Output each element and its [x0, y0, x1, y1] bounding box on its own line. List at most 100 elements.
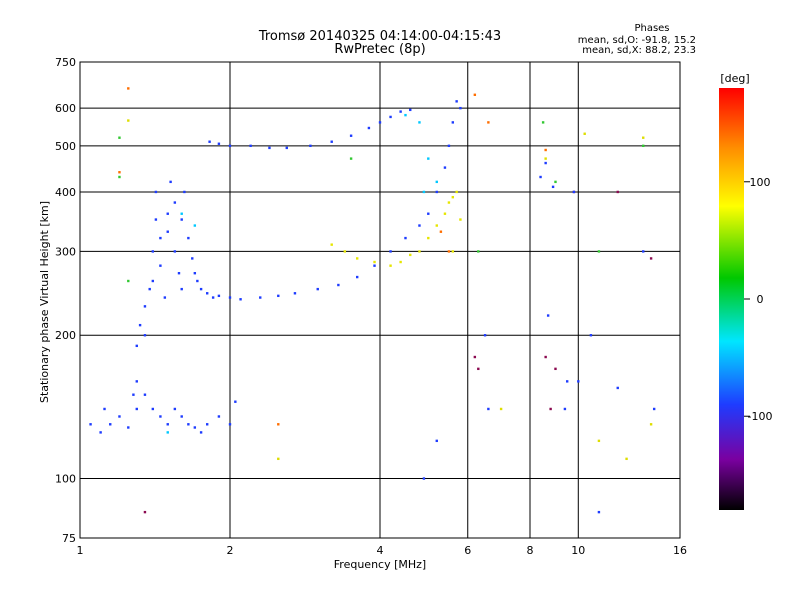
- data-point: [367, 126, 371, 130]
- data-point: [455, 100, 458, 103]
- y-axis-label: Stationary phase Virtual Height [km]: [38, 201, 51, 403]
- data-point: [180, 212, 183, 215]
- data-point: [180, 218, 183, 221]
- data-point: [404, 113, 407, 117]
- data-point: [159, 236, 162, 240]
- data-point: [208, 140, 211, 143]
- data-point: [138, 323, 142, 327]
- data-point: [193, 426, 197, 429]
- data-point: [649, 257, 653, 260]
- y-axis-ticks: 75 100 200 300 400 500 600 750: [55, 56, 76, 545]
- data-point: [477, 250, 480, 253]
- data-point: [277, 457, 280, 461]
- data-point: [652, 407, 656, 411]
- data-point: [642, 144, 645, 148]
- data-point: [597, 510, 601, 514]
- data-point: [118, 171, 121, 174]
- data-point: [193, 224, 197, 227]
- data-point: [389, 250, 392, 253]
- x-axis-label: Frequency [MHz]: [334, 558, 426, 571]
- data-point: [173, 250, 177, 253]
- chart-title: Tromsø 20140325 04:14:00-04:15:43: [258, 29, 501, 44]
- data-point: [177, 272, 181, 275]
- data-point: [103, 407, 106, 411]
- x-tick-label: 1: [77, 544, 84, 557]
- data-point: [427, 236, 430, 240]
- data-point: [143, 510, 147, 514]
- data-point: [217, 415, 221, 418]
- data-point: [551, 185, 555, 189]
- data-point: [135, 344, 138, 348]
- data-point: [435, 439, 438, 443]
- data-point: [589, 334, 593, 337]
- data-point: [349, 157, 353, 160]
- data-point: [173, 201, 177, 204]
- data-point: [455, 190, 458, 194]
- data-point: [143, 305, 147, 308]
- data-point: [217, 294, 221, 298]
- data-point: [378, 121, 382, 124]
- chart-subtitle: RwPretec (8p): [334, 42, 425, 57]
- data-point: [447, 250, 451, 253]
- stats-line-x: mean, sd,X: 88.2, 23.3: [582, 45, 696, 56]
- data-point: [343, 250, 347, 253]
- data-point: [443, 212, 447, 215]
- data-point: [166, 423, 169, 426]
- data-point: [349, 134, 353, 137]
- data-point: [285, 146, 288, 150]
- stats-line-o: mean, sd,O: -91.8, 15.2: [578, 35, 696, 46]
- data-point: [180, 415, 183, 418]
- data-point: [127, 279, 130, 283]
- data-point: [118, 136, 121, 139]
- x-tick-label: 4: [377, 544, 384, 557]
- data-point: [135, 407, 138, 411]
- y-tick-label: 750: [55, 56, 76, 69]
- data-point: [473, 93, 477, 96]
- data-point: [642, 250, 645, 253]
- data-point: [544, 157, 547, 160]
- data-point: [583, 132, 586, 135]
- data-point: [151, 250, 155, 253]
- data-point: [163, 296, 167, 299]
- data-point: [544, 161, 547, 165]
- data-point: [483, 334, 487, 337]
- data-point: [418, 121, 421, 124]
- data-point: [565, 380, 569, 383]
- colorbar: [719, 88, 744, 510]
- data-point: [127, 426, 130, 429]
- grid-lines: [80, 62, 680, 538]
- data-point: [451, 121, 455, 124]
- y-tick-label: 100: [55, 473, 76, 486]
- data-point: [435, 224, 438, 227]
- data-point: [159, 264, 162, 267]
- data-point: [572, 190, 576, 194]
- x-tick-label: 6: [464, 544, 471, 557]
- data-point: [554, 367, 557, 371]
- data-point: [487, 121, 490, 124]
- data-point: [293, 292, 297, 295]
- data-point: [183, 190, 186, 194]
- data-point: [309, 144, 312, 148]
- data-point: [196, 279, 199, 283]
- data-point: [211, 296, 215, 299]
- data-point: [539, 175, 542, 179]
- data-point: [563, 407, 567, 411]
- data-point: [187, 423, 190, 426]
- data-point: [477, 367, 480, 371]
- data-point: [546, 314, 550, 317]
- data-point: [418, 250, 421, 253]
- data-point: [473, 355, 477, 359]
- data-point: [118, 175, 121, 179]
- data-point: [389, 115, 392, 119]
- data-point: [389, 264, 392, 267]
- data-point: [330, 140, 333, 143]
- data-point: [143, 393, 147, 396]
- data-point: [143, 334, 147, 337]
- data-point: [649, 423, 653, 426]
- data-point: [277, 294, 280, 298]
- data-point: [597, 439, 601, 443]
- data-point: [443, 166, 447, 169]
- data-point: [459, 218, 462, 221]
- data-point: [409, 108, 412, 112]
